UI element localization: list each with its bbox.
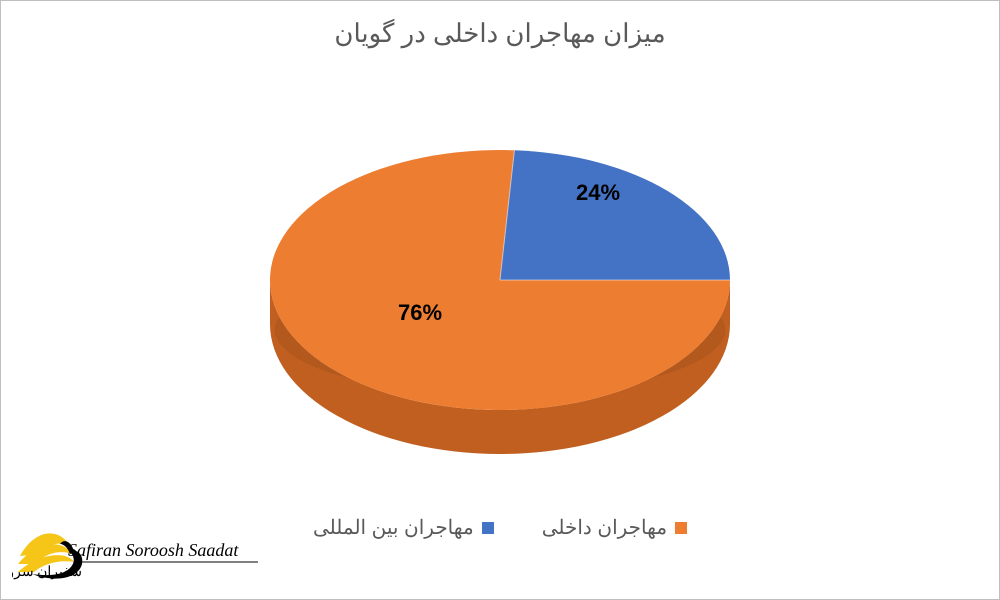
brand-logo: Safiran Soroosh Saadat سفیران سروش سعادت	[12, 512, 262, 592]
legend-item-internal: مهاجران داخلی	[542, 515, 687, 540]
brand-text-fa: سفیران سروش سعادت	[12, 565, 82, 580]
legend-label: مهاجران داخلی	[542, 515, 667, 540]
legend-swatch	[675, 522, 687, 534]
brand-text-en: Safiran Soroosh Saadat	[68, 540, 239, 560]
legend-item-international: مهاجران بین المللی	[313, 515, 494, 540]
chart-title: میزان مهاجران داخلی در گویان	[0, 18, 1000, 49]
legend-label: مهاجران بین المللی	[313, 515, 474, 540]
svg-text:24%: 24%	[576, 180, 620, 205]
pie-chart: 76% 24%	[0, 70, 1000, 470]
pie-slices	[270, 150, 730, 454]
pie-chart-svg: 76% 24%	[0, 60, 1000, 480]
legend-swatch	[482, 522, 494, 534]
svg-text:76%: 76%	[398, 300, 442, 325]
brand-logo-icon: Safiran Soroosh Saadat سفیران سروش سعادت	[12, 512, 262, 592]
